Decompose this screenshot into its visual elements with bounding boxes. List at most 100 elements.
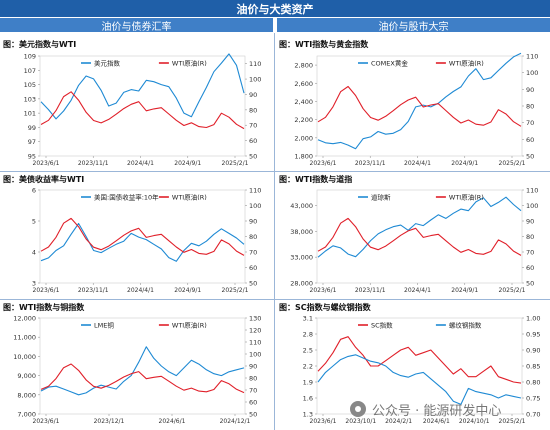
y-left-tick-label: 38,000 bbox=[290, 228, 313, 236]
watermark: 公众号 · 能源研发中心 bbox=[350, 397, 550, 421]
y-right-tick-label: 110 bbox=[249, 339, 261, 347]
y-right-tick-label: 60 bbox=[526, 136, 534, 144]
y-right-tick-label: 70 bbox=[249, 122, 257, 130]
y-left-tick-label: 2.5 bbox=[303, 347, 313, 355]
y-right-tick-label: 0.70 bbox=[526, 411, 540, 419]
y-right-tick-label: 50 bbox=[526, 280, 534, 288]
x-tick-label: 2024/4/1 bbox=[404, 287, 431, 294]
watermark-text: 公众号 · 能源研发中心 bbox=[372, 403, 502, 419]
y-right-tick-label: 120 bbox=[249, 327, 261, 335]
series-line-1 bbox=[40, 91, 245, 130]
chart-title-treasury-wti: 图：美债收益率与WTI bbox=[3, 175, 85, 184]
legend-label-1: 螺纹钢指数 bbox=[449, 321, 482, 330]
y-left-tick-label: 105 bbox=[24, 81, 36, 89]
chart-title-sc-rebar: 图：SC指数与螺纹钢指数 bbox=[279, 303, 371, 312]
legend-label-0: COMEX黄金 bbox=[371, 59, 408, 68]
x-tick-label: 2023/10/1 bbox=[345, 418, 376, 425]
y-right-tick-label: 90 bbox=[249, 91, 257, 99]
x-tick-label: 2025/2/1 bbox=[499, 418, 526, 425]
y-left-tick-label: 9,000 bbox=[17, 372, 36, 380]
y-right-tick-label: 110 bbox=[249, 187, 261, 195]
y-left-tick-label: 4 bbox=[32, 249, 36, 257]
y-right-tick-label: 70 bbox=[249, 387, 257, 395]
legend-label-0: 美元指数 bbox=[94, 59, 121, 68]
y-right-tick-label: 1.00 bbox=[526, 315, 540, 323]
y-left-tick-label: 1,800 bbox=[294, 153, 313, 161]
y-right-tick-label: 130 bbox=[249, 315, 261, 323]
x-tick-label: 2023/6/1 bbox=[310, 160, 337, 167]
y-left-tick-label: 97 bbox=[28, 138, 36, 146]
x-tick-label: 2024/9/1 bbox=[451, 160, 478, 167]
y-right-tick-label: 80 bbox=[249, 106, 257, 114]
x-tick-label: 2025/2/1 bbox=[222, 160, 249, 167]
chart-copper-wti: 7,000 8,000 9,000 10,000 11,000 12,000 50 60 70 8… bbox=[13, 315, 261, 426]
y-right-tick-label: 60 bbox=[526, 264, 534, 272]
y-left-tick-label: 103 bbox=[24, 95, 36, 103]
x-tick-label: 2025/2/1 bbox=[499, 160, 526, 167]
section-header-bonds-fx: 油价与债券汇率 bbox=[0, 18, 273, 33]
x-tick-label: 2023/11/1 bbox=[355, 160, 386, 167]
legend-label-0: SC指数 bbox=[371, 321, 393, 330]
x-tick-label: 2024/10/1 bbox=[459, 418, 490, 425]
series-line-0 bbox=[317, 336, 522, 384]
y-right-tick-label: 100 bbox=[526, 202, 538, 210]
y-left-tick-label: 2.2 bbox=[303, 363, 313, 371]
x-tick-label: 2023/6/1 bbox=[310, 418, 337, 425]
chart-title-gold-wti: 图：WTI指数与黄金指数 bbox=[279, 40, 369, 49]
y-left-tick-label: 28,000 bbox=[290, 280, 313, 288]
x-tick-label: 2024/6/1 bbox=[159, 418, 186, 425]
legend-label-0: LME铜 bbox=[94, 321, 114, 330]
legend-label-0: 道琼斯 bbox=[371, 193, 391, 202]
x-tick-label: 2023/6/1 bbox=[33, 287, 60, 294]
plot-frame bbox=[316, 189, 523, 284]
y-left-tick-label: 11,000 bbox=[13, 334, 36, 342]
y-right-tick-label: 80 bbox=[526, 233, 534, 241]
series-line-0 bbox=[40, 53, 245, 120]
y-right-tick-label: 50 bbox=[249, 280, 257, 288]
plot-frame bbox=[39, 55, 246, 157]
y-right-tick-label: 70 bbox=[249, 249, 257, 257]
plot-frame bbox=[39, 189, 246, 284]
legend-label-1: WTI原油(R) bbox=[172, 321, 207, 330]
y-left-tick-label: 95 bbox=[28, 153, 36, 161]
chart-title-dow-wti: 图：WTI指数与道指 bbox=[279, 175, 353, 184]
y-left-tick-label: 109 bbox=[24, 53, 36, 61]
row-divider-1 bbox=[0, 171, 550, 172]
y-right-tick-label: 0.90 bbox=[526, 347, 540, 355]
x-tick-label: 2023/11/1 bbox=[78, 287, 109, 294]
y-right-tick-label: 60 bbox=[249, 399, 257, 407]
y-left-tick-label: 3.1 bbox=[303, 315, 313, 323]
y-right-tick-label: 100 bbox=[526, 69, 538, 77]
y-left-tick-label: 2,600 bbox=[294, 80, 313, 88]
y-right-tick-label: 110 bbox=[526, 187, 538, 195]
x-tick-label: 2024/12/1 bbox=[220, 418, 251, 425]
y-right-tick-label: 70 bbox=[526, 249, 534, 257]
series-line-0 bbox=[317, 52, 522, 150]
plot-frame bbox=[39, 317, 246, 415]
chart-dxy-wti: 95 97 99 101 103 105 107 109 50 60 70 80 90 100 110 202… bbox=[24, 53, 262, 168]
series-line-1 bbox=[317, 354, 522, 405]
y-right-tick-label: 80 bbox=[526, 103, 534, 111]
series-line-0 bbox=[317, 196, 522, 258]
legend-label-0: 美国:国债收益率:10年 bbox=[94, 193, 159, 202]
y-left-tick-label: 33,000 bbox=[290, 254, 313, 262]
y-left-tick-label: 2,200 bbox=[294, 116, 313, 124]
y-left-tick-label: 2,000 bbox=[294, 134, 313, 142]
y-left-tick-label: 101 bbox=[24, 110, 36, 118]
y-right-tick-label: 70 bbox=[526, 119, 534, 127]
y-right-tick-label: 0.80 bbox=[526, 379, 540, 387]
legend-label-1: WTI原油(R) bbox=[449, 193, 484, 202]
series-line-1 bbox=[40, 363, 245, 394]
y-right-tick-label: 100 bbox=[249, 202, 261, 210]
y-left-tick-label: 2,800 bbox=[294, 62, 313, 70]
y-right-tick-label: 0.85 bbox=[526, 363, 540, 371]
chart-treasury-wti: 3 4 5 6 50 60 70 80 90 100 110 2023/6/1 2023/11/1 202… bbox=[32, 187, 262, 295]
x-tick-label: 2024/6/1 bbox=[423, 418, 450, 425]
y-right-tick-label: 0.95 bbox=[526, 331, 540, 339]
chart-sc-rebar: 1.3 1.6 1.9 2.2 2.5 2.8 3.1 0.70 0.75 0.80 0.85 0.9… bbox=[303, 315, 541, 426]
main-header: 油价与大类资产 bbox=[0, 0, 550, 17]
y-left-tick-label: 99 bbox=[28, 124, 36, 132]
column-divider bbox=[274, 33, 275, 430]
series-line-0 bbox=[40, 346, 245, 396]
y-right-tick-label: 110 bbox=[249, 60, 261, 68]
